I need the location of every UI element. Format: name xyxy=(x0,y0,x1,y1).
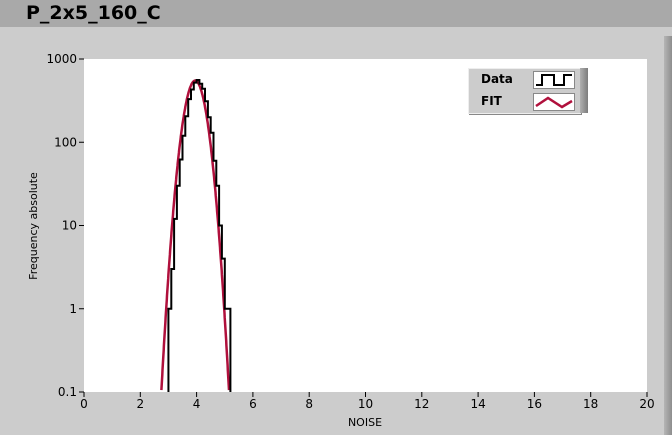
x-tick-label: 10 xyxy=(358,397,373,411)
y-tick-label: 1000 xyxy=(46,52,77,66)
title-bar: P_2x5_160_C xyxy=(0,0,672,27)
legend-item-data[interactable]: Data xyxy=(469,69,581,91)
x-tick-label: 2 xyxy=(136,397,144,411)
step-line-icon xyxy=(533,71,575,89)
panel-edge xyxy=(664,36,672,435)
legend-label-fit: FIT xyxy=(481,94,502,108)
plot-area xyxy=(84,59,647,392)
x-tick-label: 20 xyxy=(639,397,654,411)
x-tick-label: 14 xyxy=(470,397,485,411)
zigzag-line-icon xyxy=(533,93,575,111)
x-tick-label: 18 xyxy=(583,397,598,411)
y-axis-label: Frequency absolute xyxy=(27,172,40,280)
legend-item-fit[interactable]: FIT xyxy=(469,91,581,113)
x-tick-label: 12 xyxy=(414,397,429,411)
legend-label-data: Data xyxy=(481,72,513,86)
legend-scroll-edge xyxy=(580,68,588,113)
y-tick-label: 10 xyxy=(62,219,77,233)
x-tick-label: 4 xyxy=(193,397,201,411)
x-tick-label: 16 xyxy=(527,397,542,411)
data-histogram xyxy=(167,79,232,393)
legend[interactable]: Data FIT xyxy=(468,68,581,114)
y-tick-label: 1 xyxy=(69,302,77,316)
y-tick-label: 100 xyxy=(54,135,77,149)
y-tick-label: 0.1 xyxy=(58,385,77,399)
x-axis-label: NOISE xyxy=(348,416,382,429)
fit-curve xyxy=(160,79,231,391)
x-tick-label: 6 xyxy=(249,397,257,411)
x-tick-label: 0 xyxy=(80,397,88,411)
x-tick-label: 8 xyxy=(305,397,313,411)
window-title: P_2x5_160_C xyxy=(26,2,161,24)
